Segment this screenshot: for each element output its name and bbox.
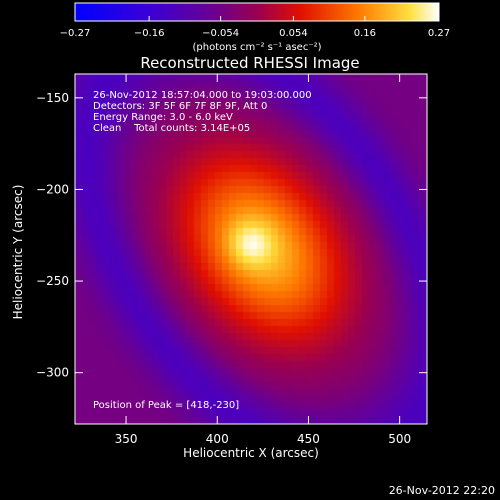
colorbar <box>74 2 440 22</box>
x-axis-label: Heliocentric X (arcsec) <box>183 446 319 460</box>
colorbar-tick-label: −0.16 <box>134 28 165 39</box>
colorbar-ticks: −0.27 −0.16 −0.054 0.054 0.16 0.27 <box>60 16 450 39</box>
y-tick-label: −300 <box>36 366 69 380</box>
x-tick-label: 400 <box>206 432 229 446</box>
axis-ticks: 350 400 450 500 −150 −200 −250 −300 <box>36 74 427 446</box>
chart-title: Reconstructed RHESSI Image <box>140 54 359 72</box>
annotation-peak-position: Position of Peak = [418,-230] <box>93 400 239 411</box>
colorbar-tick-label: 0.054 <box>279 28 308 39</box>
x-tick-label: 500 <box>388 432 411 446</box>
x-tick-label: 350 <box>115 432 138 446</box>
colorbar-tick-label: 0.27 <box>428 28 450 39</box>
colorbar-tick-label: 0.16 <box>354 28 376 39</box>
annotation-detectors: Detectors: 3F 5F 6F 7F 8F 9F, Att 0 <box>93 101 267 112</box>
y-tick-label: −150 <box>36 91 69 105</box>
x-tick-label: 450 <box>297 432 320 446</box>
annotation-clean-counts: Clean Total counts: 3.14E+05 <box>93 123 250 134</box>
footer-timestamp: 26-Nov-2012 22:20 <box>389 484 495 497</box>
y-axis-label: Heliocentric Y (arcsec) <box>11 185 25 320</box>
colorbar-tick-label: −0.054 <box>202 28 239 39</box>
plot-area <box>74 73 428 425</box>
colorbar-tick-label: −0.27 <box>60 28 91 39</box>
colorbar-unit-label: (photons cm⁻² s⁻¹ asec⁻²) <box>192 42 321 53</box>
annotation-time-range: 26-Nov-2012 18:57:04.000 to 19:03:00.000 <box>93 90 312 101</box>
heatmap-image <box>75 74 427 424</box>
annotation-energy-range: Energy Range: 3.0 - 6.0 keV <box>93 112 233 123</box>
y-tick-label: −200 <box>36 182 69 196</box>
plot-frame <box>74 73 428 425</box>
y-tick-label: −250 <box>36 274 69 288</box>
